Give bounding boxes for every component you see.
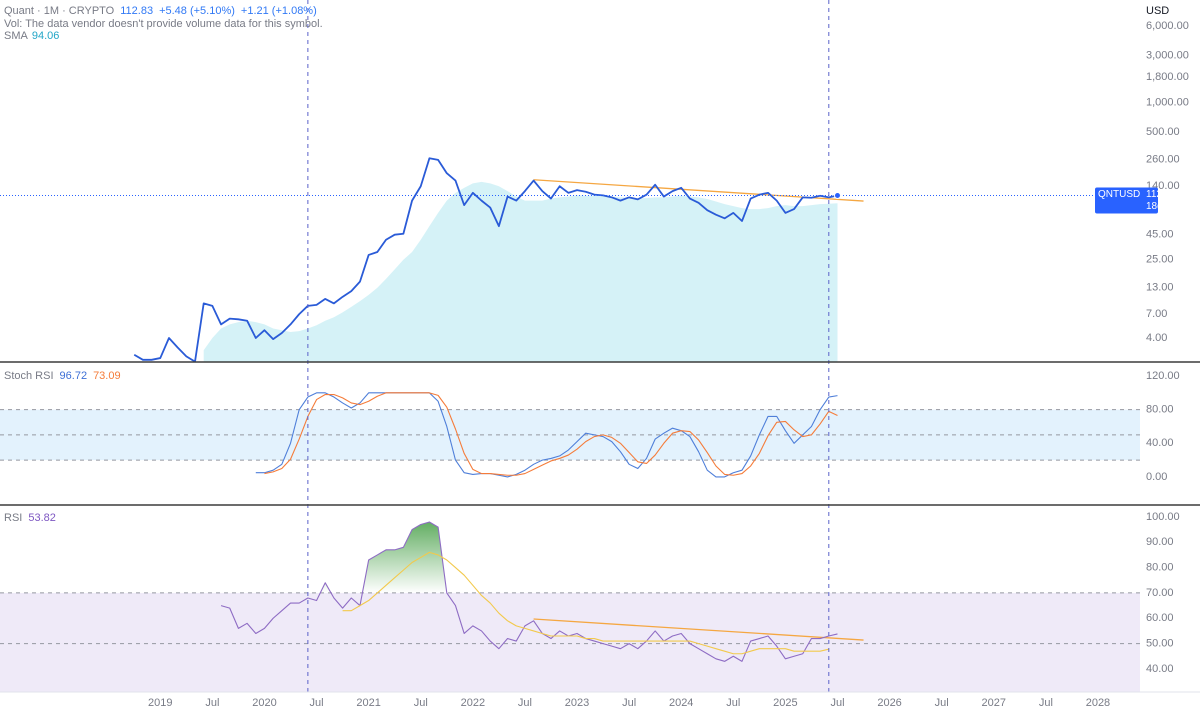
y-tick-label: 90.00: [1146, 536, 1174, 548]
countdown-label: 18d 15h: [1146, 201, 1182, 212]
x-tick-label: Jul: [310, 697, 324, 709]
x-tick-label: 2027: [982, 697, 1006, 709]
y-tick-label: 50.00: [1146, 638, 1174, 650]
series-line: [264, 392, 838, 476]
x-tick-label: 2026: [877, 697, 901, 709]
y-tick-label: 80.00: [1146, 404, 1174, 416]
x-tick-label: 2023: [565, 697, 589, 709]
series-line: [342, 551, 829, 655]
y-tick-label: 25.00: [1146, 254, 1174, 266]
x-tick-label: Jul: [935, 697, 949, 709]
y-tick-label: 260.00: [1146, 154, 1180, 166]
y-tick-label: 4.00: [1146, 332, 1167, 344]
plot-area: [0, 392, 1140, 478]
y-tick-label: 40.00: [1146, 663, 1174, 675]
x-tick-label: 2021: [356, 697, 380, 709]
y-tick-label: 60.00: [1146, 612, 1174, 624]
price-label-box: [1095, 187, 1158, 214]
y-tick-label: 100.00: [1146, 511, 1180, 523]
x-tick-label: Jul: [830, 697, 844, 709]
last-point: [833, 191, 841, 199]
y-tick-label: 70.00: [1146, 587, 1174, 599]
x-tick-label: Jul: [518, 697, 532, 709]
x-tick-label: Jul: [1039, 697, 1053, 709]
x-tick-label: 2024: [669, 697, 693, 709]
trendline: [533, 618, 864, 641]
y-tick-label: 6,000.00: [1146, 20, 1189, 32]
y-tick-label: 500.00: [1146, 126, 1180, 138]
x-tick-label: 2022: [461, 697, 485, 709]
x-tick-label: Jul: [414, 697, 428, 709]
x-tick-label: 2020: [252, 697, 276, 709]
overbought-fill: [221, 521, 838, 593]
price-label: 112.83: [1146, 189, 1176, 200]
y-tick-label: 120.00: [1146, 370, 1180, 382]
symbol-label: QNTUSD: [1098, 189, 1140, 200]
x-tick-label: 2019: [148, 697, 172, 709]
series-line: [255, 392, 838, 478]
plot-area: [0, 521, 1140, 692]
y-tick-label: 13.00: [1146, 282, 1174, 294]
x-tick-label: Jul: [726, 697, 740, 709]
band: [0, 592, 1140, 692]
series-line: [220, 521, 838, 662]
series-line: [133, 157, 838, 362]
y-tick-label: 0.00: [1146, 471, 1167, 483]
x-tick-label: 2025: [773, 697, 797, 709]
sma-area: [203, 181, 838, 362]
y-tick-label: 1,000.00: [1146, 96, 1189, 108]
y-tick-label: 7.00: [1146, 308, 1167, 320]
y-tick-label: 40.00: [1146, 437, 1174, 449]
y-tick-label: 80.00: [1146, 561, 1174, 573]
y-tick-label: 3,000.00: [1146, 49, 1189, 61]
x-tick-label: 2028: [1086, 697, 1110, 709]
y-tick-label: 1,800.00: [1146, 71, 1189, 83]
x-tick-label: Jul: [622, 697, 636, 709]
plot-area: [133, 157, 864, 362]
y-tick-label: 45.00: [1146, 229, 1174, 241]
x-tick-label: Jul: [205, 697, 219, 709]
